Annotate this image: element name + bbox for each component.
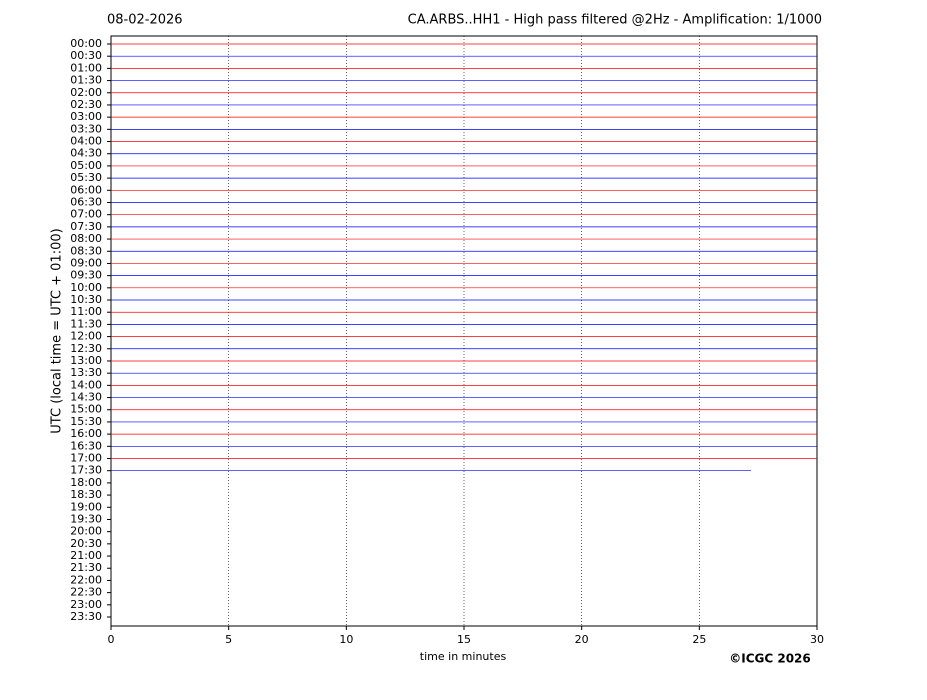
y-tick-label: 23:30 [70,610,102,623]
y-tick-label: 10:00 [70,281,102,294]
x-tick-label: 10 [339,633,353,646]
date: 08-02-2026 [107,13,183,28]
y-tick-label: 01:30 [70,74,102,87]
y-tick-label: 15:00 [70,403,102,416]
y-tick-label: 15:30 [70,415,102,428]
y-tick-label: 07:30 [70,220,102,233]
x-tick-label: 30 [810,633,824,646]
y-tick-label: 19:30 [70,512,102,525]
y-tick-label: 04:30 [70,147,102,160]
y-tick-label: 04:00 [70,135,102,148]
copyright: ©ICGC 2026 [729,652,811,666]
y-tick-label: 20:00 [70,525,102,538]
y-tick-label: 22:00 [70,573,102,586]
y-tick-label: 06:30 [70,195,102,208]
y-tick-label: 13:30 [70,366,102,379]
y-tick-label: 09:30 [70,269,102,282]
y-tick-label: 00:00 [70,37,102,50]
y-tick-label: 14:30 [70,391,102,404]
y-tick-label: 18:30 [70,488,102,501]
y-tick-label: 23:00 [70,598,102,611]
y-tick-label: 03:30 [70,122,102,135]
y-tick-label: 05:30 [70,171,102,184]
y-tick-label: 14:00 [70,378,102,391]
y-tick-label: 11:30 [70,317,102,330]
y-tick-label: 21:30 [70,561,102,574]
y-axis-label: UTC (local time = UTC + 01:00) [50,228,65,433]
y-tick-label: 22:30 [70,586,102,599]
x-tick-label: 15 [457,633,471,646]
y-tick-label: 06:00 [70,183,102,196]
y-tick-label: 08:00 [70,232,102,245]
y-tick-label: 09:00 [70,256,102,269]
y-tick-label: 12:30 [70,342,102,355]
y-tick-label: 19:00 [70,500,102,513]
x-tick-label: 25 [692,633,706,646]
y-tick-label: 13:00 [70,354,102,367]
x-tick-label: 5 [225,633,232,646]
y-tick-label: 16:00 [70,427,102,440]
y-tick-label: 08:30 [70,244,102,257]
y-tick-label: 21:00 [70,549,102,562]
y-tick-label: 07:00 [70,208,102,221]
y-tick-label: 16:30 [70,439,102,452]
x-tick-label: 20 [575,633,589,646]
y-tick-label: 03:00 [70,110,102,123]
y-tick-label: 01:00 [70,61,102,74]
x-axis-label: time in minutes [420,650,507,663]
y-tick-label: 11:00 [70,305,102,318]
y-tick-label: 18:00 [70,476,102,489]
y-tick-label: 05:00 [70,159,102,172]
y-tick-label: 10:30 [70,293,102,306]
y-tick-label: 00:30 [70,49,102,62]
y-tick-label: 02:00 [70,86,102,99]
chart-title: CA.ARBS..HH1 - High pass filtered @2Hz -… [408,13,822,28]
y-tick-label: 12:00 [70,330,102,343]
y-tick-label: 02:30 [70,98,102,111]
y-tick-label: 17:30 [70,464,102,477]
y-tick-label: 17:00 [70,452,102,465]
x-tick-label: 0 [108,633,115,646]
y-tick-label: 20:30 [70,537,102,550]
